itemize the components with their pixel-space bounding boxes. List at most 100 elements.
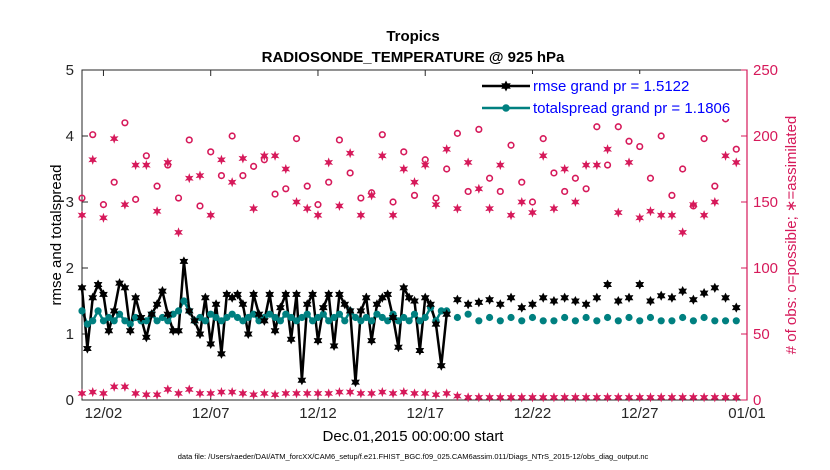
obs-assimilated-point (281, 163, 291, 175)
obs-possible-point (593, 123, 601, 131)
x-tick-label: 12/07 (192, 405, 230, 422)
obs-possible-point (250, 162, 258, 170)
rmse-point (426, 299, 435, 310)
obs-possible-point (217, 172, 226, 180)
rmse-point (699, 288, 709, 299)
obs-assimilated-point (495, 159, 505, 171)
obs-possible-point (539, 135, 547, 143)
obs-possible-point (142, 152, 150, 160)
rmse-point (394, 342, 403, 353)
totalspread-point (561, 313, 569, 322)
legend-hexagram-marker (501, 80, 511, 92)
totalspread-point (421, 313, 429, 322)
totalspread-point (217, 317, 226, 325)
totalspread-point (271, 313, 279, 322)
obs-assimilated-point (238, 153, 248, 164)
obs-low-count-point (528, 392, 537, 403)
obs-assimilated-point (227, 177, 237, 188)
totalspread-point (668, 317, 676, 325)
rmse-point (538, 292, 548, 303)
totalspread-point (657, 317, 665, 325)
obs-assimilated-point (442, 144, 452, 155)
obs-low-count-point (88, 387, 98, 398)
obs-low-count-point (259, 388, 269, 399)
totalspread-point (593, 317, 601, 325)
chart-subtitle: RADIOSONDE_TEMPERATURE @ 925 hPa (262, 49, 565, 66)
rmse-point (302, 299, 312, 310)
totalspread-point (94, 307, 102, 315)
obs-assimilated-point (184, 173, 194, 184)
obs-possible-point (550, 169, 558, 177)
rmse-point (613, 295, 623, 307)
obs-low-count-point (442, 388, 452, 399)
obs-low-count-point (506, 392, 516, 403)
rmse-point (485, 294, 494, 305)
totalspread-point (212, 313, 220, 322)
rmse-point (158, 286, 167, 297)
rmse-point (200, 292, 210, 303)
y-right-axis-label: # of obs: o=possible; ∗=assimilated (783, 116, 800, 355)
rmse-point (249, 289, 258, 300)
obs-low-count-point (656, 392, 666, 403)
obs-assimilated-point (195, 170, 205, 181)
obs-possible-point (292, 135, 301, 143)
obs-assimilated-point (474, 183, 484, 194)
totalspread-point (646, 313, 655, 322)
obs-low-count-point (120, 381, 130, 392)
obs-possible-point (207, 148, 215, 156)
obs-assimilated-point (131, 159, 141, 171)
obs-low-count-point (281, 388, 291, 399)
obs-possible-point (711, 182, 719, 190)
totalspread-point (614, 317, 622, 325)
obs-assimilated-point (120, 199, 130, 210)
obs-low-count-point (613, 392, 623, 403)
obs-assimilated-point (624, 157, 634, 168)
totalspread-point (105, 313, 113, 322)
totalspread-point (233, 313, 242, 322)
obs-low-count-point (710, 392, 720, 403)
totalspread-point (405, 317, 413, 325)
totalspread-point (303, 310, 311, 318)
plot-frame (81, 69, 748, 401)
obs-low-count-point (345, 387, 355, 398)
totalspread-point (325, 317, 333, 325)
obs-low-count-point (217, 387, 226, 398)
obs-possible-point (561, 187, 569, 196)
y-left-tick-label: 2 (66, 260, 74, 277)
obs-assimilated-point (367, 190, 376, 201)
y-right-tick-label: 150 (753, 194, 778, 211)
totalspread-point (110, 317, 118, 325)
totalspread-point (625, 313, 633, 322)
obs-low-count-point (184, 384, 194, 395)
obs-low-count-point (571, 392, 580, 403)
obs-possible-point (464, 187, 472, 196)
totalspread-point (335, 310, 344, 318)
obs-assimilated-point (345, 148, 355, 159)
obs-possible-point (314, 201, 322, 209)
obs-low-count-point (635, 392, 645, 403)
obs-possible-point (346, 169, 354, 177)
totalspread-point (99, 317, 108, 325)
totalspread-point (228, 310, 236, 318)
obs-assimilated-point (710, 196, 720, 208)
rmse-point (383, 289, 393, 300)
obs-low-count-point (141, 389, 151, 400)
rmse-point (211, 299, 221, 310)
obs-low-count-point (538, 392, 548, 403)
obs-possible-point (603, 161, 612, 169)
obs-possible-point (121, 119, 129, 127)
obs-assimilated-point (206, 210, 216, 221)
obs-assimilated-point (217, 154, 226, 165)
x-tick-label: 01/01 (728, 405, 766, 422)
obs-low-count-point (721, 392, 730, 403)
rmse-point (688, 294, 698, 305)
rmse-point (721, 292, 730, 303)
obs-low-count-point (109, 381, 119, 392)
obs-possible-point (668, 191, 676, 199)
obs-possible-point (282, 185, 290, 193)
obs-assimilated-point (174, 227, 183, 238)
totalspread-point (239, 317, 247, 325)
obs-low-count-point (560, 392, 570, 403)
obs-low-count-point (356, 388, 366, 399)
rmse-point (635, 279, 645, 290)
